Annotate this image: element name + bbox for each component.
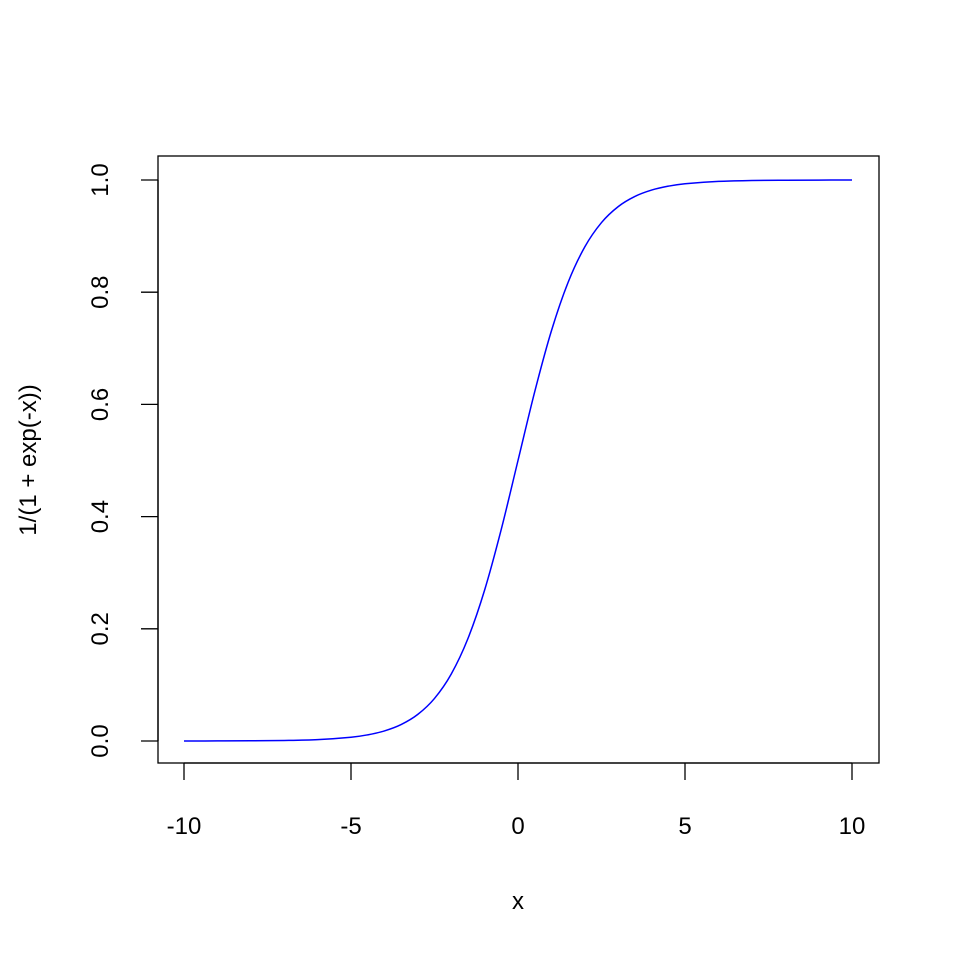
y-tick-label: 0.2: [87, 612, 114, 645]
y-axis-label: 1/(1 + exp(-x)): [15, 384, 42, 535]
y-tick-label: 0.0: [87, 724, 114, 757]
y-tick-label: 0.6: [87, 388, 114, 421]
x-tick-label: 10: [839, 813, 866, 840]
x-axis: -10 -5 0 5 10: [167, 762, 866, 840]
y-tick-label: 0.8: [87, 276, 114, 309]
x-tick-label: -5: [340, 813, 361, 840]
series-line: [183, 179, 853, 742]
x-tick-label: 5: [678, 813, 691, 840]
x-tick-label: 0: [511, 813, 524, 840]
y-tick-label: 1.0: [87, 163, 114, 196]
y-axis: 0.0 0.2 0.4 0.6 0.8 1.0: [87, 163, 159, 758]
x-axis-label: x: [512, 888, 524, 915]
y-tick-label: 0.4: [87, 500, 114, 533]
x-tick-label: -10: [167, 813, 202, 840]
